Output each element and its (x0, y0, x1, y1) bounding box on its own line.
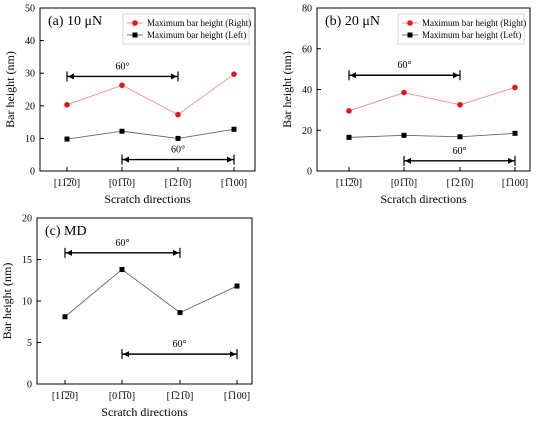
annotation-arrowhead (123, 156, 129, 163)
series-line (66, 73, 235, 116)
legend-box (122, 13, 250, 45)
series-line (348, 132, 516, 138)
data-point (231, 71, 237, 77)
chart-panel: 0 5 10 15 20 [11̅2̅0] [01̅1̅0] [1̅21̅0] [1̅100] S… (0, 214, 253, 419)
data-point (512, 130, 518, 136)
data-point (119, 82, 125, 89)
legend-marker (407, 32, 413, 38)
chart-panel: 0 20 40 60 80 [11̅2̅0] [01̅1̅0] [1̅21̅0] [1̅100]… (280, 4, 531, 206)
series-line (348, 87, 516, 112)
y-tick-label: 40 (302, 85, 312, 96)
annotation-label: 60° (173, 339, 187, 350)
annotation-label: 60° (453, 146, 467, 157)
data-point (234, 283, 240, 289)
x-tick-label: [01̅1̅0] (109, 391, 135, 402)
data-point (401, 132, 407, 138)
annotation-arrowhead (508, 157, 514, 164)
annotation-arrowhead (227, 156, 233, 163)
y-tick-label: 10 (25, 134, 35, 145)
legend-entry: Maximum bar height (Right) (422, 18, 526, 28)
legend-marker (132, 32, 138, 38)
series-line (64, 268, 238, 318)
annotation-arrowhead (171, 73, 177, 80)
x-tick-label: [01̅1̅0] (391, 178, 417, 189)
annotation-label: 60° (116, 238, 130, 249)
data-point (346, 134, 352, 140)
legend-marker (407, 20, 413, 26)
legend-entry: Maximum bar height (Right) (147, 18, 251, 28)
annotation-arrowhead (350, 72, 356, 79)
annotation-arrowhead (66, 249, 72, 256)
panel-label: (b) 20 μN (325, 14, 380, 29)
annotation-arrowhead (173, 249, 179, 256)
data-point (119, 266, 125, 272)
data-point (457, 101, 463, 108)
legend-entry: Maximum bar height (Left) (147, 30, 246, 40)
legend-entry: Maximum bar height (Left) (422, 30, 521, 40)
plot-frame (36, 217, 253, 385)
x-tick-label: [1̅21̅0] (447, 178, 474, 189)
annotation-arrowhead (405, 157, 411, 164)
data-point (177, 310, 183, 316)
annotation-label: 60° (171, 145, 185, 156)
plot-frame (39, 7, 256, 172)
x-tick-label: [1̅100] (221, 178, 247, 189)
y-tick-label: 20 (22, 214, 32, 225)
data-point (62, 314, 68, 320)
annotation-arrowhead (123, 351, 129, 358)
y-axis-label: Bar height (nm) (280, 51, 294, 128)
y-tick-label: 50 (25, 4, 35, 15)
y-tick-label: 30 (25, 69, 35, 80)
y-axis-label: Bar height (nm) (3, 51, 17, 128)
y-tick-label: 10 (22, 297, 32, 308)
x-tick-label: [01̅1̅0] (109, 178, 135, 189)
data-point (457, 134, 463, 140)
panel-label: (c) MD (45, 224, 87, 239)
y-tick-label: 40 (25, 36, 35, 47)
data-point (175, 135, 181, 141)
y-tick-label: 20 (25, 101, 35, 112)
y-tick-label: 20 (302, 126, 312, 137)
chart-panel: 0 10 20 30 40 50 [11̅2̅0] [01̅1̅0] [1̅21̅0] [1̅10… (3, 4, 256, 206)
annotation-arrowhead (230, 351, 236, 358)
series-line (66, 128, 235, 140)
legend-box (397, 13, 525, 45)
x-axis-label: Scratch directions (104, 192, 191, 206)
y-tick-label: 15 (22, 255, 32, 266)
y-tick-label: 0 (30, 167, 35, 178)
data-point (231, 126, 237, 132)
data-point (401, 89, 407, 96)
annotation-arrowhead (68, 73, 74, 80)
data-point (175, 111, 181, 118)
x-tick-label: [1̅100] (502, 178, 528, 189)
annotation-label: 60° (116, 61, 130, 72)
x-tick-label: [1̅100] (224, 391, 250, 402)
y-axis-label: Bar height (nm) (0, 263, 14, 340)
y-tick-label: 0 (27, 380, 32, 391)
y-tick-label: 0 (307, 167, 312, 178)
panel-label: (a) 10 μN (48, 14, 102, 29)
x-tick-label: [11̅2̅0] (52, 391, 78, 402)
data-point (119, 128, 125, 134)
x-axis-label: Scratch directions (101, 405, 188, 419)
x-tick-label: [1̅21̅0] (167, 391, 194, 402)
data-point (346, 108, 352, 114)
x-axis-label: Scratch directions (380, 192, 467, 206)
data-point (512, 84, 518, 91)
x-tick-label: [1̅21̅0] (165, 178, 192, 189)
legend-marker (132, 20, 138, 26)
x-tick-label: [11̅2̅0] (336, 178, 362, 189)
annotation-arrowhead (453, 72, 459, 79)
y-tick-label: 5 (27, 338, 32, 349)
y-tick-label: 60 (302, 44, 312, 55)
data-point (64, 102, 70, 108)
x-tick-label: [11̅2̅0] (54, 178, 80, 189)
data-point (64, 136, 70, 142)
annotation-label: 60° (398, 60, 412, 71)
y-tick-label: 80 (302, 4, 312, 15)
